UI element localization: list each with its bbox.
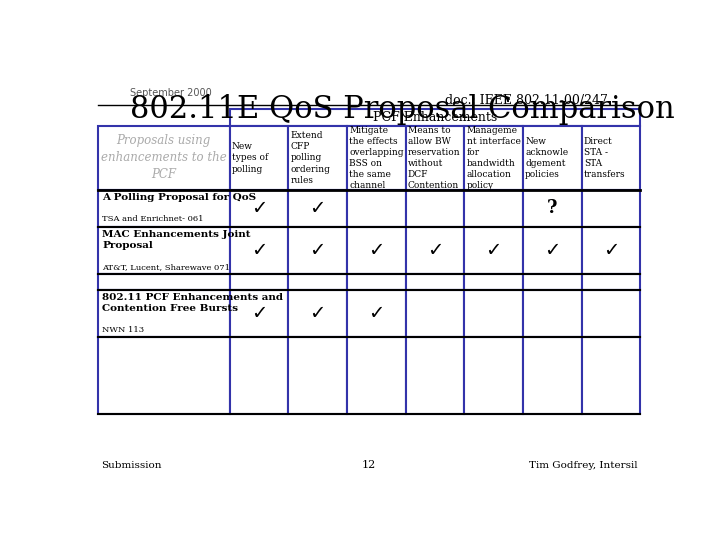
Text: ?: ? bbox=[547, 199, 557, 217]
Text: Submission: Submission bbox=[101, 461, 161, 470]
Bar bbox=[405, 289, 464, 338]
Text: ✓: ✓ bbox=[310, 241, 325, 260]
Text: TSA and Enrichnet- 061: TSA and Enrichnet- 061 bbox=[102, 215, 204, 224]
Bar bbox=[464, 226, 523, 274]
Bar bbox=[405, 126, 464, 190]
Bar bbox=[464, 126, 523, 190]
Bar bbox=[464, 190, 523, 226]
Text: ✓: ✓ bbox=[310, 199, 325, 218]
Text: New
acknowle
dgement
policies: New acknowle dgement policies bbox=[525, 137, 568, 179]
Bar bbox=[405, 274, 464, 289]
Text: doc.: IEEE 802.11-00/247: doc.: IEEE 802.11-00/247 bbox=[445, 94, 608, 107]
Text: Means to
allow BW
reservation
without
DCF
Contention: Means to allow BW reservation without DC… bbox=[408, 126, 461, 190]
Text: 12: 12 bbox=[362, 460, 376, 470]
Bar bbox=[582, 338, 640, 414]
Text: ✓: ✓ bbox=[251, 304, 267, 323]
Bar bbox=[523, 126, 582, 190]
Bar bbox=[288, 126, 347, 190]
Text: ✓: ✓ bbox=[251, 199, 267, 218]
Bar bbox=[582, 226, 640, 274]
Bar bbox=[347, 289, 405, 338]
Text: MAC Enhancements Joint
Proposal: MAC Enhancements Joint Proposal bbox=[102, 230, 251, 249]
Text: Direct
STA -
STA
transfers: Direct STA - STA transfers bbox=[584, 137, 626, 179]
Text: ✓: ✓ bbox=[310, 304, 325, 323]
Text: New
types of
polling: New types of polling bbox=[232, 143, 268, 173]
Bar bbox=[230, 110, 640, 126]
Bar bbox=[347, 226, 405, 274]
Bar bbox=[288, 190, 347, 226]
Bar bbox=[230, 274, 288, 289]
Text: Mitigate
the effects
overlapping
BSS on
the same
channel: Mitigate the effects overlapping BSS on … bbox=[349, 126, 404, 190]
Text: September 2000: September 2000 bbox=[130, 88, 212, 98]
Bar bbox=[582, 289, 640, 338]
Bar bbox=[230, 226, 288, 274]
Bar bbox=[523, 338, 582, 414]
Bar bbox=[347, 338, 405, 414]
Text: ✓: ✓ bbox=[603, 241, 619, 260]
Bar bbox=[288, 289, 347, 338]
Bar bbox=[523, 289, 582, 338]
Bar bbox=[230, 190, 288, 226]
Bar bbox=[523, 274, 582, 289]
Text: NWN 113: NWN 113 bbox=[102, 326, 145, 334]
Text: PCF Enhancements: PCF Enhancements bbox=[373, 111, 497, 124]
Text: Proposals using
enhancements to the
PCF: Proposals using enhancements to the PCF bbox=[101, 134, 227, 181]
Bar bbox=[98, 338, 230, 414]
Text: ✓: ✓ bbox=[544, 241, 560, 260]
Bar bbox=[230, 338, 288, 414]
Text: ✓: ✓ bbox=[251, 241, 267, 260]
Text: Tim Godfrey, Intersil: Tim Godfrey, Intersil bbox=[528, 461, 637, 470]
Bar bbox=[230, 126, 288, 190]
Text: ✓: ✓ bbox=[485, 241, 502, 260]
Bar bbox=[288, 274, 347, 289]
Bar bbox=[98, 274, 230, 289]
Bar bbox=[464, 289, 523, 338]
Bar bbox=[405, 226, 464, 274]
Text: ✓: ✓ bbox=[427, 241, 443, 260]
Bar bbox=[582, 126, 640, 190]
Bar bbox=[582, 190, 640, 226]
Bar bbox=[98, 289, 230, 338]
Bar bbox=[347, 274, 405, 289]
Text: Extend
CFP
polling
ordering
rules: Extend CFP polling ordering rules bbox=[290, 131, 330, 185]
Text: A Polling Proposal for QoS: A Polling Proposal for QoS bbox=[102, 193, 256, 201]
Bar bbox=[405, 190, 464, 226]
Text: 802.11E QoS Proposal Comparison: 802.11E QoS Proposal Comparison bbox=[130, 94, 675, 125]
Bar bbox=[523, 190, 582, 226]
Text: ✓: ✓ bbox=[368, 241, 384, 260]
Bar bbox=[288, 226, 347, 274]
Bar bbox=[582, 274, 640, 289]
Bar bbox=[98, 226, 230, 274]
Bar bbox=[405, 338, 464, 414]
Bar bbox=[347, 126, 405, 190]
Text: 802.11 PCF Enhancements and
Contention Free Bursts: 802.11 PCF Enhancements and Contention F… bbox=[102, 293, 284, 313]
Bar bbox=[523, 226, 582, 274]
Bar bbox=[288, 338, 347, 414]
Text: Manageme
nt interface
for
bandwidth
allocation
policy: Manageme nt interface for bandwidth allo… bbox=[467, 126, 521, 190]
Text: ✓: ✓ bbox=[368, 304, 384, 323]
Bar bbox=[230, 289, 288, 338]
Text: AT&T, Lucent, Sharewave 071: AT&T, Lucent, Sharewave 071 bbox=[102, 263, 230, 271]
Bar bbox=[464, 338, 523, 414]
Bar bbox=[347, 190, 405, 226]
Bar bbox=[98, 190, 230, 226]
Bar bbox=[464, 274, 523, 289]
Bar bbox=[98, 126, 230, 190]
